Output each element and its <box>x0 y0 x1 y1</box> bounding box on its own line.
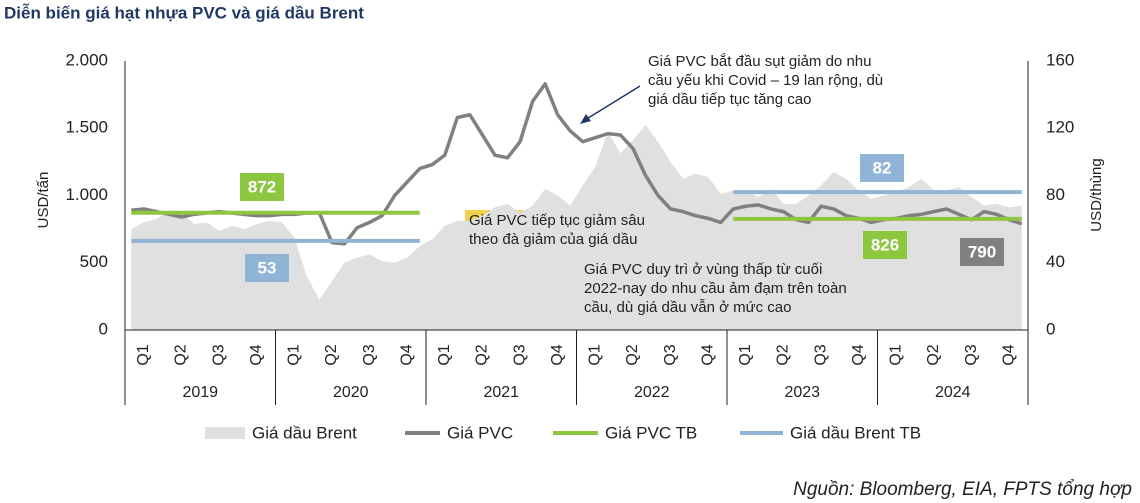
x-tick-label: Q1 <box>737 344 754 365</box>
legend-swatch <box>205 427 245 439</box>
value-label-box <box>960 238 1004 266</box>
value-label-box <box>240 173 284 201</box>
x-tick-label: Q4 <box>549 344 566 365</box>
source: Nguồn: Bloomberg, EIA, FPTS tổng hợp <box>793 479 1132 500</box>
area <box>131 124 1022 330</box>
x-tick-label: Q3 <box>361 344 378 365</box>
x-tick-label: Q2 <box>925 344 942 365</box>
value-label-box <box>860 154 904 182</box>
x-tick-label: Q3 <box>511 344 528 365</box>
legend-label: Giá PVC <box>447 423 513 442</box>
x-tick-label: Q2 <box>323 344 340 365</box>
y2-tick-label: 0 <box>1046 319 1055 338</box>
x-tick-label: Q3 <box>662 344 679 365</box>
y-tick-label: 1.500 <box>65 118 108 137</box>
value-label-box <box>863 231 907 259</box>
x-tick-label: Q1 <box>587 344 604 365</box>
y2-axis-label: USD/thùng <box>1088 158 1105 231</box>
annotation: theo đà giảm của giá dầu <box>469 231 637 248</box>
x-tick-label: Q1 <box>135 344 152 365</box>
x-tick-label: Q2 <box>775 344 792 365</box>
x-tick-label: Q3 <box>210 344 227 365</box>
annotation: cầu yếu khi Covid – 19 lan rộng, dù <box>648 72 883 89</box>
value-label-box <box>245 254 289 282</box>
chart-title: Diễn biến giá hạt nhựa PVC và giá dầu Br… <box>4 3 364 22</box>
x-tick-label: Q1 <box>888 344 905 365</box>
year-label: 2019 <box>182 384 218 401</box>
annotation: giá dầu tiếp tục tăng cao <box>648 91 811 108</box>
x-tick-label: Q1 <box>286 344 303 365</box>
y2-tick-label: 120 <box>1046 118 1074 137</box>
y-tick-label: 500 <box>80 252 108 271</box>
annotation: cầu, dù giá dầu vẫn ở mức cao <box>584 299 792 316</box>
annotation: Giá PVC duy trì ở vùng thấp từ cuối <box>584 261 822 278</box>
y2-tick-label: 80 <box>1046 185 1065 204</box>
x-tick-label: Q2 <box>624 344 641 365</box>
x-tick-label: Q4 <box>398 344 415 365</box>
x-tick-label: Q2 <box>474 344 491 365</box>
legend-label: Giá dầu Brent <box>252 423 357 442</box>
year-label: 2021 <box>483 384 519 401</box>
x-tick-label: Q4 <box>699 344 716 365</box>
x-tick-label: Q4 <box>850 344 867 365</box>
year-label: 2023 <box>784 384 820 401</box>
y2-tick-label: 160 <box>1046 50 1074 69</box>
y-tick-label: 1.000 <box>65 185 108 204</box>
annotation: Giá PVC bắt đầu sụt giảm do nhu <box>648 53 871 70</box>
legend-label: Giá PVC TB <box>605 423 697 442</box>
y-tick-label: 0 <box>99 319 108 338</box>
x-tick-label: Q4 <box>248 344 265 365</box>
x-tick-label: Q2 <box>173 344 190 365</box>
x-tick-label: Q4 <box>1000 344 1017 365</box>
value-label: 82 <box>873 158 892 177</box>
annotation: 2022-nay do nhu cầu ảm đạm trên toàn <box>584 280 847 297</box>
arrow-head <box>580 114 591 124</box>
year-label: 2020 <box>333 384 369 401</box>
annotation: Giá PVC tiếp tục giảm sâu <box>469 212 645 229</box>
y2-tick-label: 40 <box>1046 252 1065 271</box>
value-label: 790 <box>968 242 996 261</box>
legend-label: Giá dầu Brent TB <box>790 423 921 442</box>
x-tick-label: Q3 <box>812 344 829 365</box>
year-label: 2022 <box>634 384 670 401</box>
x-tick-label: Q1 <box>436 344 453 365</box>
y-axis-label: USD/tấn <box>35 172 52 229</box>
value-label: 53 <box>258 258 277 277</box>
value-label: 826 <box>871 235 899 254</box>
arrow <box>584 85 641 121</box>
x-tick-label: Q3 <box>963 344 980 365</box>
value-label: 872 <box>248 177 276 196</box>
year-label: 2024 <box>935 384 971 401</box>
y-tick-label: 2.000 <box>65 50 108 69</box>
